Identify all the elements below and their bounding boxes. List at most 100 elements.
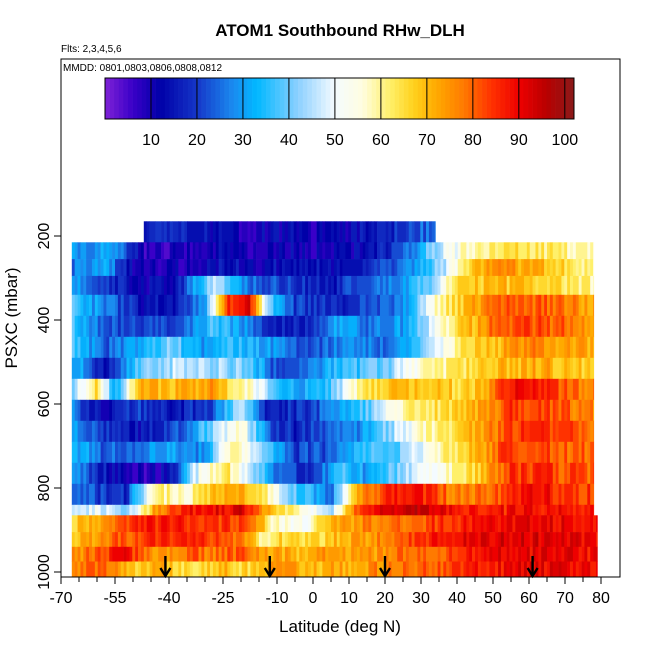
heatmap-cell	[161, 561, 168, 577]
heatmap-cell	[423, 275, 430, 296]
heatmap-cell	[374, 315, 378, 338]
heatmap-cell	[149, 483, 153, 506]
heatmap-cell	[80, 357, 84, 380]
heatmap-cell	[161, 378, 168, 401]
heatmap-cell	[331, 532, 335, 548]
heatmap-cell	[227, 242, 231, 260]
heatmap-cell	[290, 532, 294, 548]
heatmap-cell	[385, 483, 392, 506]
heatmap-cell	[368, 378, 372, 401]
heatmap-cell	[270, 336, 274, 359]
heatmap-cell	[339, 546, 343, 562]
heatmap-cell	[253, 336, 257, 359]
heatmap-cell	[305, 315, 309, 338]
heatmap-cell	[166, 546, 171, 562]
heatmap-cell	[368, 532, 372, 548]
heatmap-cell	[149, 275, 153, 296]
heatmap-cell	[155, 504, 159, 516]
heatmap-cell	[302, 504, 309, 516]
heatmap-cell	[198, 546, 202, 562]
heatmap-cell	[322, 378, 326, 401]
heatmap-cell	[126, 515, 130, 533]
heatmap-cell	[325, 315, 329, 338]
heatmap-cell	[212, 561, 217, 577]
heatmap-cell	[503, 483, 507, 506]
heatmap-cell	[169, 504, 176, 516]
heatmap-cell	[437, 441, 441, 464]
heatmap-cell	[189, 275, 194, 296]
heatmap-cell	[463, 462, 467, 485]
heatmap-cell	[146, 294, 150, 317]
colorbar-swatch	[371, 78, 377, 119]
heatmap-cell	[555, 504, 559, 516]
heatmap-cell	[547, 483, 551, 506]
heatmap-cell	[567, 378, 574, 401]
heatmap-cell	[296, 242, 300, 260]
heatmap-cell	[181, 441, 185, 464]
heatmap-cell	[172, 357, 176, 380]
heatmap-cell	[279, 357, 283, 380]
heatmap-cell	[235, 259, 240, 277]
heatmap-cell	[558, 315, 562, 338]
heatmap-cell	[374, 504, 381, 516]
heatmap-cell	[374, 259, 378, 277]
heatmap-cell	[498, 420, 502, 443]
y-tick-label: 200	[36, 223, 53, 250]
heatmap-cell	[558, 483, 562, 506]
heatmap-cell	[549, 515, 554, 533]
heatmap-cell	[443, 315, 447, 338]
heatmap-cell	[250, 357, 254, 380]
heatmap-cell	[120, 561, 124, 577]
heatmap-cell	[403, 315, 407, 338]
heatmap-cell	[365, 357, 369, 380]
heatmap-cell	[192, 336, 196, 359]
heatmap-cell	[570, 420, 574, 443]
heatmap-cell	[529, 336, 533, 359]
heatmap-cell	[359, 420, 363, 443]
heatmap-cell	[423, 532, 427, 548]
heatmap-cell	[486, 378, 490, 401]
heatmap-cell	[184, 294, 188, 317]
heatmap-cell	[518, 420, 522, 443]
heatmap-cell	[201, 294, 205, 317]
heatmap-cell	[394, 399, 398, 422]
heatmap-cell	[169, 483, 173, 506]
heatmap-cell	[195, 532, 199, 548]
heatmap-cell	[397, 483, 401, 506]
heatmap-cell	[166, 315, 171, 338]
heatmap-cell	[483, 420, 490, 443]
heatmap-cell	[80, 441, 87, 464]
heatmap-cell	[328, 441, 332, 464]
heatmap-cell	[253, 221, 257, 243]
heatmap-cell	[273, 504, 277, 516]
heatmap-cell	[91, 546, 96, 562]
heatmap-cell	[103, 420, 107, 443]
heatmap-cell	[538, 399, 542, 422]
heatmap-cell	[385, 561, 389, 577]
heatmap-cell	[454, 532, 464, 548]
heatmap-cell	[115, 504, 122, 516]
heatmap-cell	[503, 357, 507, 380]
heatmap-cell	[477, 462, 482, 485]
heatmap-cell	[313, 462, 323, 485]
heatmap-cell	[339, 275, 343, 296]
heatmap-cell	[593, 315, 595, 338]
heatmap-cell	[451, 483, 456, 506]
heatmap-cell	[152, 483, 156, 506]
heatmap-cell	[135, 561, 139, 577]
heatmap-cell	[515, 546, 519, 562]
heatmap-cell	[492, 378, 496, 401]
heatmap-cell	[446, 294, 450, 317]
heatmap-cell	[486, 259, 490, 277]
heatmap-cell	[253, 378, 257, 401]
heatmap-cell	[293, 532, 297, 548]
heatmap-cell	[241, 420, 248, 443]
heatmap-cell	[512, 357, 516, 380]
heatmap-cell	[351, 546, 355, 562]
heatmap-cell	[552, 259, 556, 277]
heatmap-cell	[342, 259, 363, 277]
heatmap-cell	[123, 546, 127, 562]
colorbar-swatch	[537, 78, 543, 119]
heatmap-cell	[362, 378, 366, 401]
heatmap-cell	[227, 420, 231, 443]
